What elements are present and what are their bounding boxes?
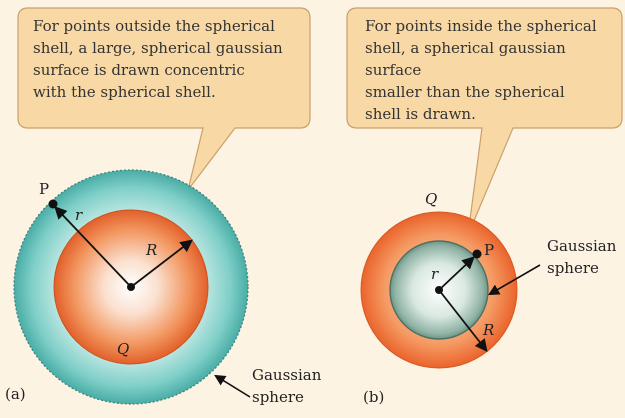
callout-bubble-b (346, 7, 623, 236)
charge-label-b: Q (425, 190, 438, 208)
charge-label-a: Q (117, 340, 130, 358)
gaussian-label-a-line-2: sphere (252, 388, 304, 406)
r-arrow-a (54, 206, 132, 288)
callout-b-line-4: shell is drawn. (365, 105, 476, 123)
r-label-b: r (431, 265, 439, 283)
r-label-a: r (75, 206, 83, 224)
panel-label-b: (b) (363, 388, 385, 406)
gaussian-label-a-line-1: Gaussian (252, 366, 322, 384)
gaussian-label-b-line-1: Gaussian (547, 237, 617, 255)
center-dot-a (127, 283, 135, 291)
gaussian-pointer-a (214, 374, 251, 398)
R-label-b: R (483, 321, 495, 339)
R-label-a: R (146, 241, 158, 259)
callout-b-line-3: smaller than the spherical (365, 83, 565, 101)
callout-a-line-4: with the spherical shell. (33, 83, 216, 101)
callout-bubble-a (17, 7, 311, 191)
callout-b-line-1: For points inside the spherical (365, 17, 597, 35)
gaussian-label-b-line-2: sphere (547, 259, 599, 277)
callout-a-line-3: surface is drawn concentric (33, 61, 245, 79)
panel-label-a: (a) (5, 385, 26, 403)
callout-a-line-2: shell, a large, spherical gaussian (33, 39, 283, 57)
callout-b-line-2: shell, a spherical gaussian surface (365, 39, 566, 79)
callout-text-a: For points outside the spherical shell, … (33, 15, 298, 103)
r-arrow-b (438, 256, 475, 291)
callout-a-line-1: For points outside the spherical (33, 17, 275, 35)
R-arrow-a (130, 239, 193, 288)
center-dot-b (435, 286, 443, 294)
point-p-b (472, 249, 482, 259)
callout-text-b: For points inside the spherical shell, a… (365, 15, 620, 125)
point-label-b: P (484, 241, 495, 259)
point-p-a (48, 199, 58, 209)
gaussian-pointer-b (488, 264, 541, 296)
R-arrow-b (438, 289, 488, 352)
point-label-a: P (39, 180, 50, 198)
